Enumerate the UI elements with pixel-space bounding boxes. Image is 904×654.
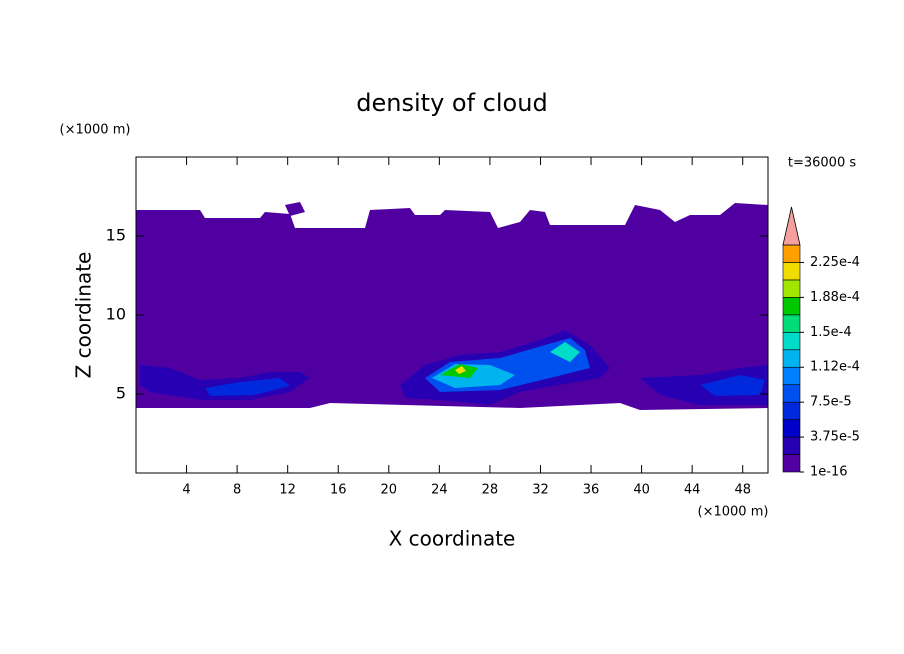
x-tick-label: 40 [633, 483, 650, 498]
colorbar-tick-label: 7.5e-5 [810, 395, 852, 410]
region-low [136, 203, 768, 410]
x-tick-label: 28 [482, 483, 499, 498]
colorbar-band [782, 401, 801, 420]
y-tick-label: 5 [116, 384, 126, 403]
x-axis-label: X coordinate [389, 527, 516, 551]
x-tick-label: 4 [182, 483, 190, 498]
chart-title: density of cloud [356, 89, 547, 117]
region-high [550, 342, 580, 362]
colorbar-extension [782, 206, 801, 246]
y-tick-label: 15 [106, 226, 126, 245]
x-tick-label: 32 [532, 483, 549, 498]
region-mid [700, 375, 765, 396]
y-axis-label: Z coordinate [72, 252, 96, 379]
region-low [285, 202, 305, 216]
y-unit: (×1000 m) [60, 123, 131, 138]
x-unit: (×1000 m) [698, 505, 769, 520]
x-tick-label: 12 [279, 483, 296, 498]
x-tick-label: 36 [583, 483, 600, 498]
colorbar-band [782, 366, 801, 385]
colorbar-band [782, 384, 801, 403]
colorbar-band [782, 279, 801, 298]
colorbar-tick-label: 1.88e-4 [810, 290, 860, 305]
x-tick-label: 24 [431, 483, 448, 498]
colorbar-band [782, 314, 801, 333]
colorbar-band [782, 262, 801, 281]
colorbar-tick-label: 1e-16 [810, 465, 848, 480]
colorbar-band [782, 436, 801, 455]
region-peak [455, 366, 466, 374]
region-mid [205, 378, 290, 396]
colorbar-band [782, 332, 801, 351]
colorbar-band [782, 244, 801, 263]
x-tick-label: 16 [330, 483, 347, 498]
colorbar-band [782, 349, 801, 368]
y-tick-label: 10 [106, 305, 126, 324]
colorbar-tick-label: 1.5e-4 [810, 325, 852, 340]
x-tick-label: 44 [684, 483, 701, 498]
annotation: t=36000 s [788, 156, 856, 171]
x-tick-label: 20 [381, 483, 398, 498]
colorbar-tick-label: 1.12e-4 [810, 360, 860, 375]
colorbar-band [782, 419, 801, 438]
contour-field [136, 202, 768, 410]
colorbar-band [782, 454, 801, 473]
x-tick-label: 48 [734, 483, 751, 498]
x-tick-label: 8 [233, 483, 241, 498]
colorbar-band [782, 297, 801, 316]
colorbar-tick-label: 2.25e-4 [810, 255, 860, 270]
colorbar-tick-label: 3.75e-5 [810, 430, 860, 445]
